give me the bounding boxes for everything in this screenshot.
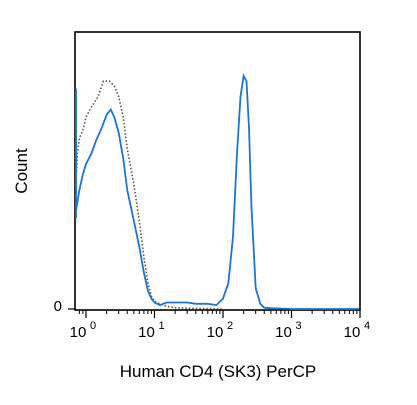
x-tick-label: 10: [70, 324, 87, 341]
y-axis-ticks: 0: [54, 298, 76, 315]
x-tick-exponent: 1: [159, 320, 165, 332]
x-tick-exponent: 2: [227, 320, 233, 332]
x-tick-label: 10: [275, 324, 292, 341]
x-tick-label: 10: [344, 324, 361, 341]
x-tick-label: 10: [138, 324, 155, 341]
x-tick-exponent: 3: [296, 320, 302, 332]
x-axis-label: Human CD4 (SK3) PerCP: [120, 362, 317, 381]
x-tick-exponent: 4: [364, 320, 370, 332]
x-tick-label: 10: [207, 324, 224, 341]
y-axis-label: Count: [12, 148, 31, 194]
x-axis-ticks: 10 0 10 1 10 2 10 3 10 4: [70, 310, 370, 341]
x-tick-exponent: 0: [90, 320, 96, 332]
series-layer: [75, 73, 359, 310]
y-tick-label: 0: [54, 298, 62, 315]
plot-frame: [74, 31, 361, 311]
series-line-stained: [75, 73, 359, 310]
series-line-control: [75, 80, 224, 310]
